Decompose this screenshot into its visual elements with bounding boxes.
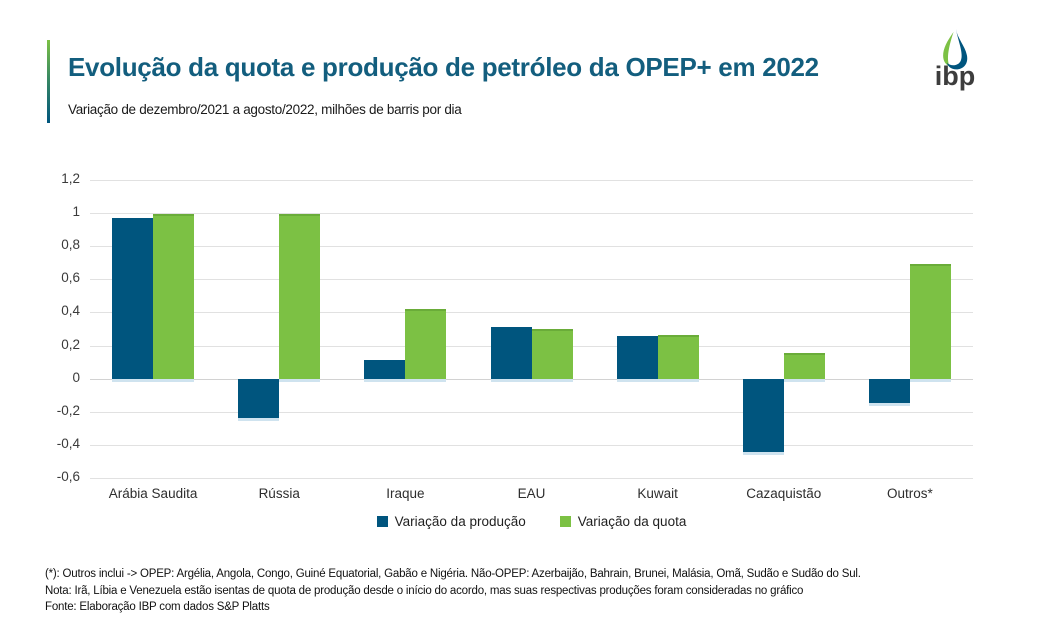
bar-producao-4 [616, 335, 658, 382]
x-axis-label-1: Rússia [258, 486, 300, 501]
x-axis-label-5: Cazaquistão [746, 486, 822, 501]
bar-quota-1 [279, 214, 321, 382]
x-axis-label-4: Kuwait [637, 486, 678, 501]
y-tick-label: 0,4 [61, 303, 80, 319]
bar-quota-5 [783, 353, 825, 382]
ibp-logo-text: ibp [934, 61, 976, 91]
bar-quota-2 [405, 308, 447, 382]
footnote-others: (*): Outros inclui -> OPEP: Argélia, Ang… [45, 568, 861, 580]
legend-item-producao: Variação da produção [376, 514, 526, 529]
bar-quota-0 [153, 214, 195, 382]
y-tick-label: 0,2 [61, 336, 80, 352]
gridline-1,2 [90, 180, 973, 181]
chart-legend: Variação da produção Variação da quota [90, 514, 973, 529]
legend-label: Variação da quota [577, 514, 687, 529]
legend-item-quota: Variação da quota [559, 514, 687, 529]
bar-producao-0 [112, 218, 154, 382]
footnote-fonte: Fonte: Elaboração IBP com dados S&P Plat… [45, 601, 270, 613]
footnotes: (*): Outros inclui -> OPEP: Argélia, Ang… [45, 566, 1035, 616]
x-axis-label-2: Iraque [386, 486, 425, 501]
page-title: Evolução da quota e produção de petróleo… [68, 52, 819, 82]
x-axis-label-6: Outros* [887, 486, 933, 501]
legend-swatch-producao [376, 516, 388, 527]
bar-producao-1 [238, 378, 280, 422]
bar-quota-4 [657, 335, 699, 382]
gridline--0,6 [90, 478, 973, 479]
page-subtitle: Variação de dezembro/2021 a agosto/2022,… [68, 102, 462, 117]
bar-chart: 1,2 1 0,8 0,6 0,4 0,2 0 -0,2 -0,4 -0,6 Arábia Sau… [57, 171, 973, 501]
x-axis-label-3: EAU [517, 486, 546, 501]
y-tick-label: -0,6 [56, 469, 80, 484]
gridline-1 [90, 213, 973, 215]
y-tick-label: 0 [72, 369, 80, 385]
x-axis-labels: Arábia Saudita Rússia Iraque EAU Kuwait Cazaq… [90, 486, 973, 506]
y-tick-label: 0,6 [61, 270, 80, 286]
gridline-0,4 [90, 312, 973, 314]
y-tick-label: 0,8 [61, 237, 80, 253]
legend-swatch-quota [559, 516, 571, 527]
y-tick-label: 1 [72, 204, 80, 220]
ibp-logo: ibp [918, 28, 992, 91]
y-tick-label: -0,2 [56, 402, 80, 418]
title-accent-bar [47, 40, 50, 123]
y-tick-label: -0,4 [56, 435, 80, 451]
footnote-nota: Nota: Irã, Líbia e Venezuela estão isent… [45, 584, 804, 597]
gridline-0,6 [90, 279, 973, 281]
bar-producao-3 [490, 327, 532, 382]
plot-area: 1,2 1 0,8 0,6 0,4 0,2 0 -0,2 -0,4 -0,6 [57, 171, 973, 484]
bar-quota-6 [909, 264, 951, 382]
gridline-0,8 [90, 246, 973, 248]
bar-producao-5 [742, 378, 784, 455]
y-tick-label: 1,2 [61, 171, 80, 186]
gridline--0,4 [90, 444, 973, 446]
bar-producao-6 [868, 378, 910, 407]
x-axis-label-0: Arábia Saudita [108, 486, 198, 501]
oil-drop-icon [918, 28, 992, 70]
legend-label: Variação da produção [394, 514, 526, 529]
bar-producao-2 [364, 360, 406, 382]
bar-quota-3 [531, 328, 573, 382]
gridline--0,2 [90, 411, 973, 413]
